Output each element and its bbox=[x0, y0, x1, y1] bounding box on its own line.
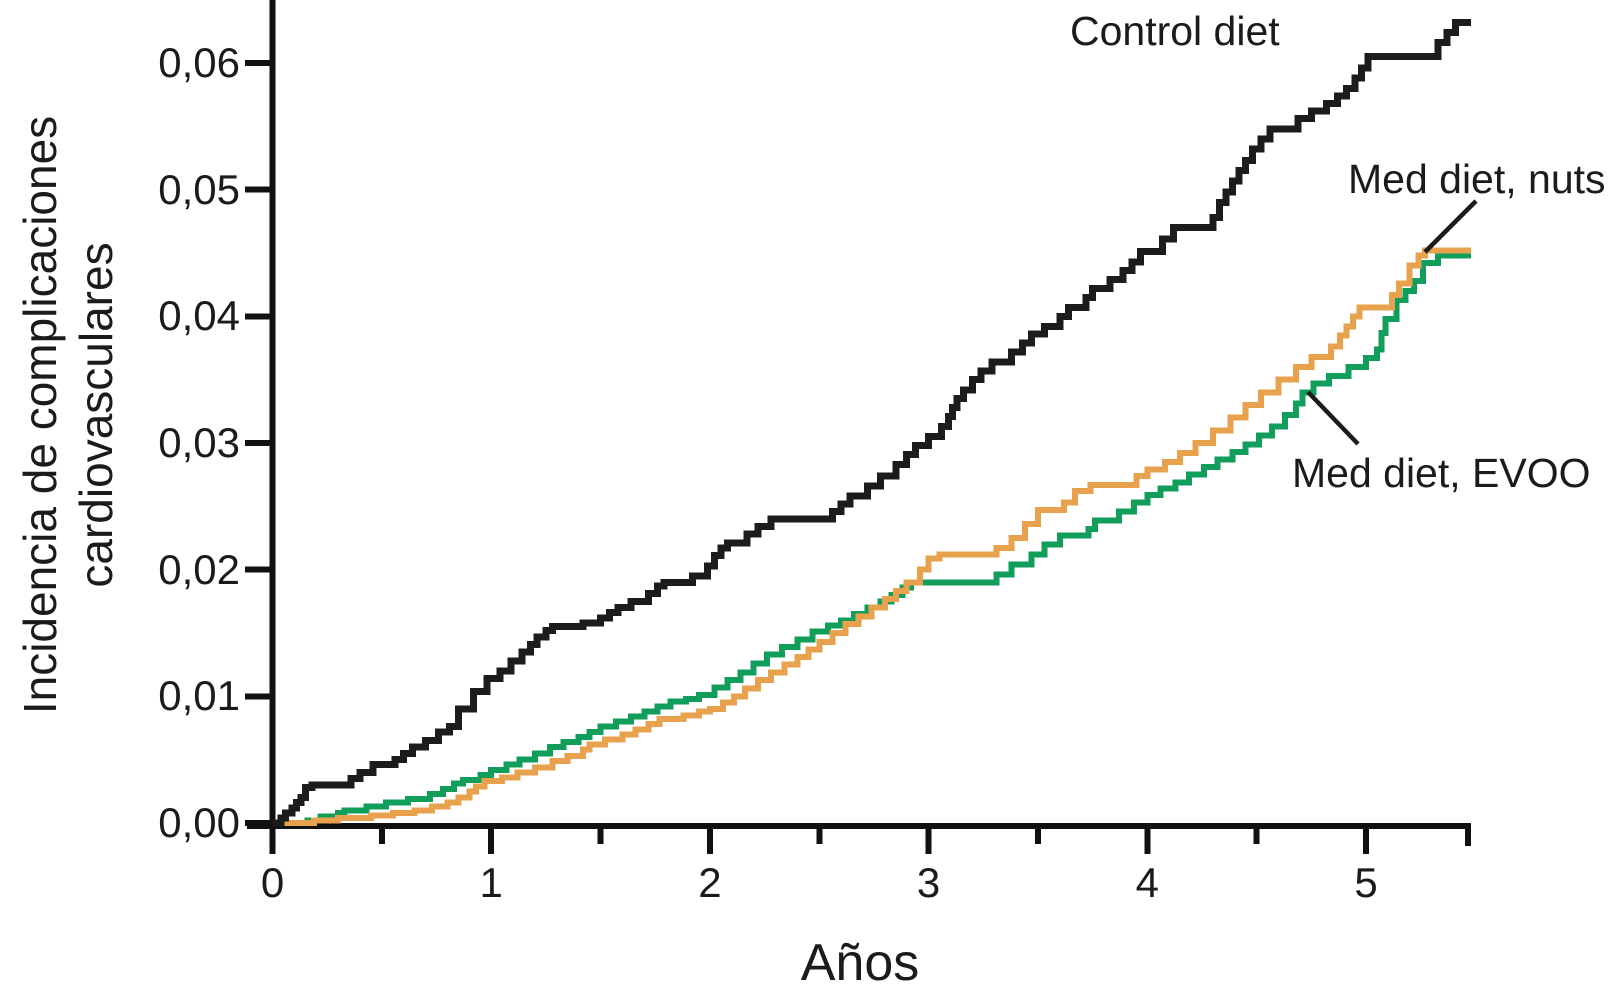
y-axis-title-line2: cardiovasculares bbox=[70, 242, 122, 588]
curve-med-diet-nuts bbox=[272, 247, 1471, 826]
series-label-med-diet-evoo: Med diet, EVOO bbox=[1292, 450, 1591, 496]
y-tick-label: 0,03 bbox=[158, 418, 240, 466]
x-tick-label: 2 bbox=[698, 859, 722, 906]
nuts-pointer-line bbox=[1423, 199, 1478, 254]
y-tick-label: 0,00 bbox=[158, 799, 240, 846]
x-tick-label: 3 bbox=[916, 859, 941, 906]
y-tick-label: 0,02 bbox=[158, 545, 240, 593]
y-tick-label: 0,01 bbox=[158, 672, 240, 720]
y-tick-label: 0,04 bbox=[158, 292, 240, 340]
evoo-pointer-line bbox=[1306, 390, 1360, 446]
annotation-pointers bbox=[1306, 199, 1478, 446]
x-tick-label: 5 bbox=[1354, 859, 1378, 906]
curve-control-diet bbox=[272, 18, 1471, 827]
y-axis-title-line1: Incidencia de complicaciones bbox=[14, 115, 66, 715]
y-tick-label: 0,06 bbox=[158, 38, 240, 86]
axes-layer bbox=[245, 0, 1471, 854]
curves-layer bbox=[272, 18, 1471, 827]
curve-med-diet-evoo bbox=[272, 252, 1471, 826]
y-axis-title: Incidencia de complicaciones cardiovascu… bbox=[12, 65, 124, 765]
x-tick-label: 1 bbox=[479, 859, 503, 906]
x-axis-title: Años bbox=[800, 934, 920, 992]
x-tick-label: 4 bbox=[1135, 859, 1159, 906]
series-label-med-diet-nuts: Med diet, nuts bbox=[1348, 156, 1606, 202]
y-tick-label: 0,05 bbox=[158, 165, 240, 213]
x-tick-label: 0 bbox=[260, 859, 285, 906]
series-label-control-diet: Control diet bbox=[1070, 8, 1280, 54]
